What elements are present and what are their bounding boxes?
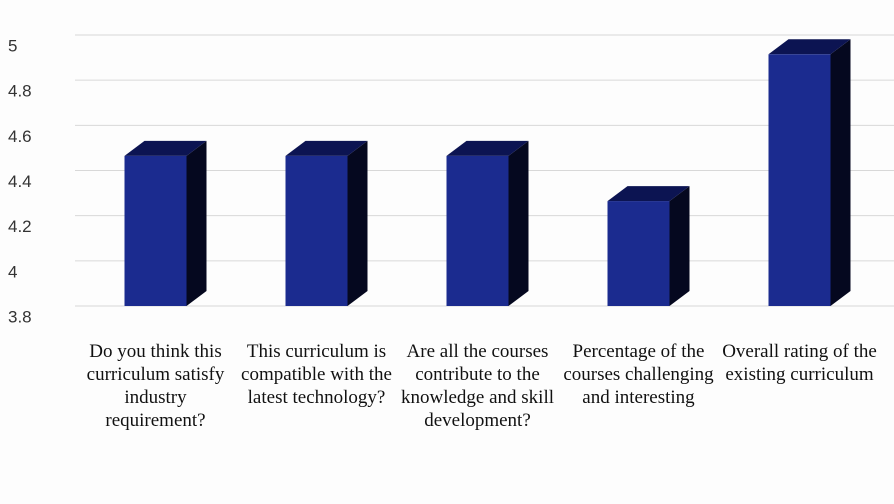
y-tick-label: 4.4 (8, 172, 32, 191)
y-tick-label: 4 (8, 262, 17, 281)
bar (285, 140, 368, 306)
bar-side (669, 186, 690, 306)
bar (607, 186, 690, 306)
bar-top (124, 140, 207, 156)
bar-front (768, 54, 831, 306)
bar-side (508, 140, 529, 306)
bar-side (347, 140, 368, 306)
x-tick-label: Are all the courses contribute to the kn… (400, 341, 555, 431)
y-tick-label: 4.2 (8, 217, 32, 236)
bar-side (186, 140, 207, 306)
bar (124, 140, 207, 306)
bar-top (285, 140, 368, 156)
y-tick-label: 4.6 (8, 127, 32, 146)
bar-front (607, 201, 670, 306)
bar-front (446, 155, 509, 306)
y-tick-label: 4.8 (8, 82, 32, 101)
x-tick-label: Do you think this curriculum satisfy ind… (86, 341, 225, 431)
y-tick-label: 5 (8, 36, 17, 55)
x-tick-label: Overall rating of the existing curriculu… (722, 341, 877, 385)
bar (446, 140, 529, 306)
bar-front (285, 155, 348, 306)
x-tick-label: This curriculum is compatible with the l… (241, 341, 392, 408)
x-tick-label: Percentage of the courses challenging an… (563, 341, 714, 408)
bar-top (768, 39, 851, 55)
bar-top (446, 140, 529, 156)
bar-front (124, 155, 187, 306)
y-tick-label: 3.8 (8, 307, 32, 326)
bar-top (607, 186, 690, 202)
bar (768, 39, 851, 307)
bar-side (830, 39, 851, 307)
